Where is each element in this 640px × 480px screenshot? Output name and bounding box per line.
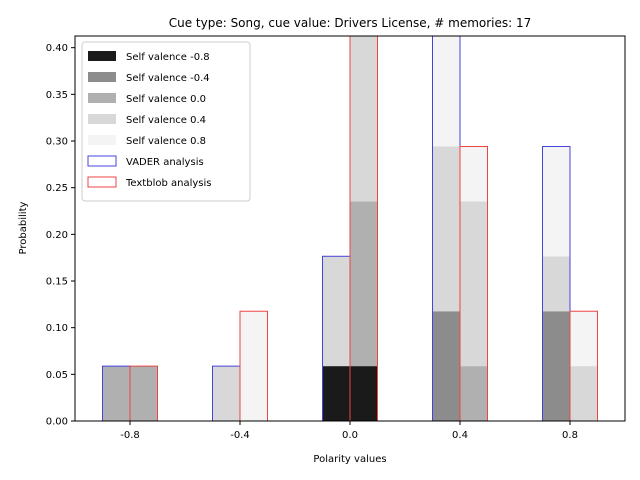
y-tick-label: 0.20 [46,230,68,241]
bar-segment [350,366,378,421]
legend-swatch [88,114,116,124]
bar-segment [102,366,130,421]
y-tick-label: 0.15 [46,277,68,288]
bar-segment [322,256,350,367]
legend-label: Self valence 0.4 [126,115,206,126]
x-tick-label: -0.8 [120,430,140,441]
y-tick-label: 0.30 [46,137,68,148]
bar-segment [460,201,488,367]
x-tick-label: -0.4 [230,430,250,441]
bar-segment [130,366,158,421]
y-tick-label: 0.35 [46,90,68,101]
bar-segment [240,311,268,421]
y-axis: 0.00 0.05 0.10 0.15 0.20 0.25 0.30 0.35 0.40 [46,43,75,428]
x-tick-label: 0.8 [562,430,578,441]
legend-swatch [88,72,116,82]
x-axis-label: Polarity values [313,454,386,465]
legend-label: Self valence -0.8 [126,52,210,63]
bar-segment [542,146,570,257]
bar-segment [432,146,460,312]
legend-swatch [87,155,117,167]
bar-segment [570,311,598,367]
legend-label: Textblob analysis [125,178,211,189]
legend-swatch [88,93,116,103]
y-tick-label: 0.05 [46,370,68,381]
bar-segment [432,311,460,421]
legend-label: Self valence 0.8 [126,136,206,147]
y-axis-label: Probability [18,201,29,254]
legend-box [81,41,251,202]
bar-segment [212,366,240,421]
y-tick-label: 0.40 [46,43,68,54]
legend-swatch [88,51,116,61]
chart-title: Cue type: Song, cue value: Drivers Licen… [169,16,532,30]
bar-segment [460,146,488,202]
x-tick-label: 0.0 [342,430,358,441]
plot-bars [102,35,598,422]
bar-segment [542,256,570,312]
bar-segment [322,366,350,421]
bar-segment [570,366,598,421]
bar-segment [542,311,570,421]
legend: Self valence -0.8 Self valence -0.4 Self v… [81,41,251,202]
legend-label: Self valence 0.0 [126,94,206,105]
x-axis: -0.8 -0.4 0.0 0.4 0.8 [120,421,578,441]
bar-segment [350,201,378,367]
y-tick-label: 0.10 [46,323,68,334]
y-tick-label: 0.00 [46,417,68,428]
bar-segment [460,366,488,421]
y-tick-label: 0.25 [46,183,68,194]
legend-swatch [88,135,116,145]
x-tick-label: 0.4 [452,430,468,441]
bar-segment [350,36,378,202]
legend-label: Self valence -0.4 [126,73,210,84]
legend-label: VADER analysis [126,157,204,168]
legend-swatch [87,176,117,188]
bar-segment [432,36,460,147]
